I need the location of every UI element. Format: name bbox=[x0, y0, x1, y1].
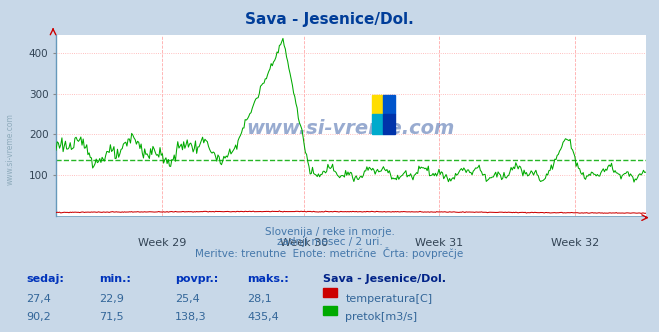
Bar bbox=[384, 115, 395, 134]
Text: pretok[m3/s]: pretok[m3/s] bbox=[345, 312, 417, 322]
Text: 90,2: 90,2 bbox=[26, 312, 51, 322]
Text: sedaj:: sedaj: bbox=[26, 274, 64, 284]
Text: temperatura[C]: temperatura[C] bbox=[345, 294, 432, 304]
Text: 28,1: 28,1 bbox=[247, 294, 272, 304]
Bar bbox=[372, 115, 384, 134]
Text: Sava - Jesenice/Dol.: Sava - Jesenice/Dol. bbox=[245, 12, 414, 27]
Bar bbox=[384, 95, 395, 115]
Text: zadnji mesec / 2 uri.: zadnji mesec / 2 uri. bbox=[277, 237, 382, 247]
Text: 25,4: 25,4 bbox=[175, 294, 200, 304]
Text: Slovenija / reke in morje.: Slovenija / reke in morje. bbox=[264, 227, 395, 237]
Bar bbox=[372, 95, 384, 115]
Text: 27,4: 27,4 bbox=[26, 294, 51, 304]
Text: 435,4: 435,4 bbox=[247, 312, 279, 322]
Text: Sava - Jesenice/Dol.: Sava - Jesenice/Dol. bbox=[323, 274, 446, 284]
Text: 138,3: 138,3 bbox=[175, 312, 206, 322]
Text: maks.:: maks.: bbox=[247, 274, 289, 284]
Text: Week 31: Week 31 bbox=[415, 237, 463, 248]
Text: 22,9: 22,9 bbox=[99, 294, 124, 304]
Text: Week 29: Week 29 bbox=[138, 237, 186, 248]
Text: www.si-vreme.com: www.si-vreme.com bbox=[246, 120, 455, 138]
Text: Meritve: trenutne  Enote: metrične  Črta: povprečje: Meritve: trenutne Enote: metrične Črta: … bbox=[195, 247, 464, 259]
Text: 71,5: 71,5 bbox=[99, 312, 123, 322]
Text: min.:: min.: bbox=[99, 274, 130, 284]
Text: www.si-vreme.com: www.si-vreme.com bbox=[5, 114, 14, 185]
Text: povpr.:: povpr.: bbox=[175, 274, 218, 284]
Text: Week 32: Week 32 bbox=[551, 237, 599, 248]
Text: Week 30: Week 30 bbox=[279, 237, 328, 248]
